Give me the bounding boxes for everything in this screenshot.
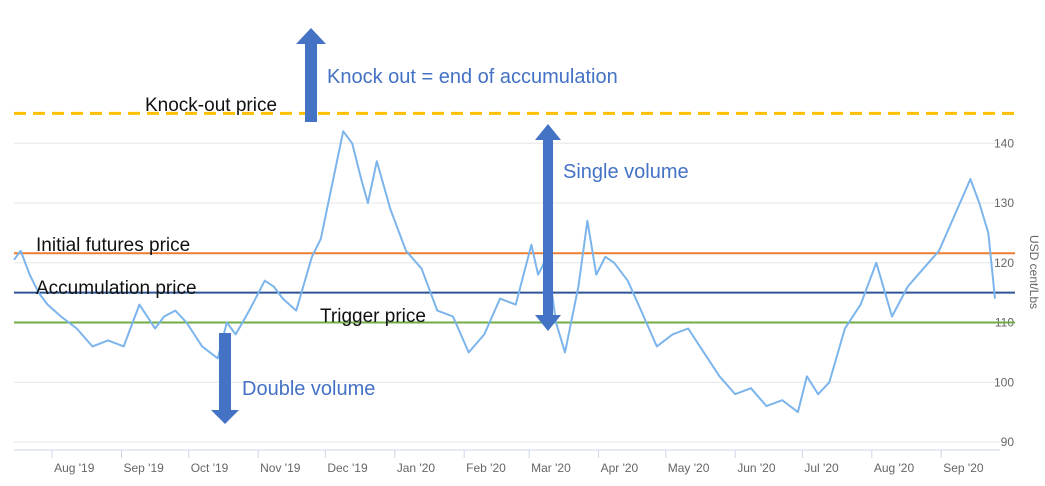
initial-futures-price-label: Initial futures price: [36, 235, 190, 256]
x-tick-label: Nov '19: [260, 461, 301, 475]
x-tick-label: Mar '20: [531, 461, 571, 475]
x-tick-label: Sep '19: [124, 461, 165, 475]
y-axis-title: USD cent/Lbs: [1027, 235, 1041, 309]
knock-out-annotation: Knock out = end of accumulation: [327, 66, 618, 88]
reference-lines: [14, 111, 1015, 324]
x-tick-label: Dec '19: [327, 461, 368, 475]
single-volume-double-arrow: [535, 124, 561, 331]
y-tick-label: 100: [994, 375, 1014, 389]
x-tick-label: Aug '20: [874, 461, 915, 475]
x-tick-label: Aug '19: [54, 461, 95, 475]
price-series-line: [13, 130, 996, 414]
x-axis: Aug '19 Sep '19 Oct '19 Nov '19 Dec '19 Jan '…: [14, 449, 1000, 475]
x-tick-label: Jun '20: [737, 461, 776, 475]
x-tick-label: May '20: [668, 461, 710, 475]
knock-out-price-label: Knock-out price: [145, 95, 277, 116]
y-tick-label: 120: [994, 256, 1014, 270]
knock-out-up-arrow: [296, 28, 326, 122]
double-volume-annotation: Double volume: [242, 378, 375, 400]
y-tick-label: 130: [994, 196, 1014, 210]
accumulation-price-label: Accumulation price: [36, 278, 197, 299]
x-tick-label: Feb '20: [466, 461, 506, 475]
x-tick-label: Jul '20: [804, 461, 839, 475]
y-tick-label: 140: [994, 136, 1014, 150]
price-series: [13, 130, 996, 414]
annotation-arrows: [211, 28, 561, 424]
y-tick-label: 90: [1001, 435, 1015, 449]
x-tick-label: Jan '20: [397, 461, 436, 475]
single-volume-annotation: Single volume: [563, 161, 689, 183]
trigger-price-label: Trigger price: [320, 306, 426, 327]
double-volume-down-arrow: [211, 333, 239, 424]
x-tick-label: Oct '19: [191, 461, 229, 475]
x-tick-label: Apr '20: [601, 461, 639, 475]
x-tick-label: Sep '20: [943, 461, 984, 475]
